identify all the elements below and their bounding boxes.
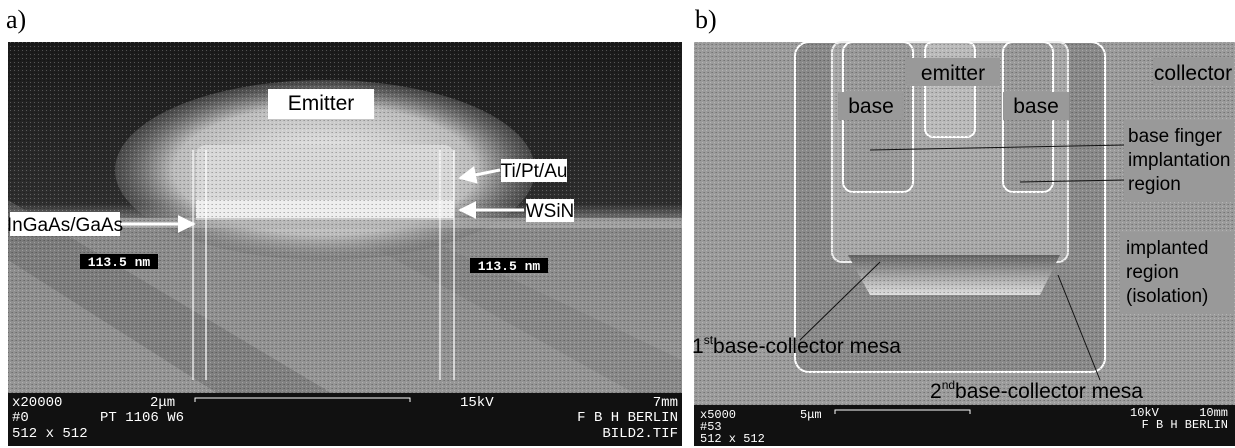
info-text: F B H BERLIN [577,410,678,426]
mesa-number: 2 [930,380,942,403]
region-label: base finger [1128,126,1223,147]
mesa-label: 1stbase-collector mesa [692,333,901,358]
region-label: implanted [1126,238,1208,259]
region-label: (isolation) [1126,286,1208,307]
info-text: PT 1106 W6 [100,410,184,426]
region-label: region [1128,174,1181,195]
annotation: base [1013,95,1059,118]
info-text: 5μm [800,408,822,422]
panel-label: b) [695,5,717,34]
measurement: 113.5 nm [478,259,541,274]
info-text: 7mm [653,395,678,411]
region-label: implantation [1128,150,1230,171]
info-text: 2μm [150,395,175,411]
mesa-text: base-collector mesa [713,335,901,358]
page: (() => { const data = JSON.parse(documen… [0,0,1235,448]
mesa-label: 2ndbase-collector mesa [930,378,1143,403]
annotation: emitter [921,62,985,85]
mesa-text: base-collector mesa [955,380,1143,403]
info-text: 512 x 512 [12,426,88,442]
mesa-ordinal: nd [942,378,955,392]
figure: a) Emitter Ti/Pt/Au WSiN InGaAs/GaAs 113… [0,0,1235,448]
info-text: 512 x 512 [700,432,765,446]
annotation: InGaAs/GaAs [7,215,123,236]
info-text: F B H BERLIN [1142,418,1228,432]
panel-label: a) [6,5,26,34]
mesa-number: 1 [692,335,704,358]
info-text: x20000 [12,395,62,411]
annotation: WSiN [526,201,575,222]
annotation: Ti/Pt/Au [501,161,568,182]
annotation: base [848,95,894,118]
region-label: region [1126,262,1179,283]
info-text: 15kV [460,395,494,411]
annotation: collector [1154,62,1232,85]
annotation: Emitter [288,92,355,115]
measurement: 113.5 nm [88,255,151,270]
info-text: BILD2.TIF [602,426,678,442]
info-text: #0 [12,410,29,426]
